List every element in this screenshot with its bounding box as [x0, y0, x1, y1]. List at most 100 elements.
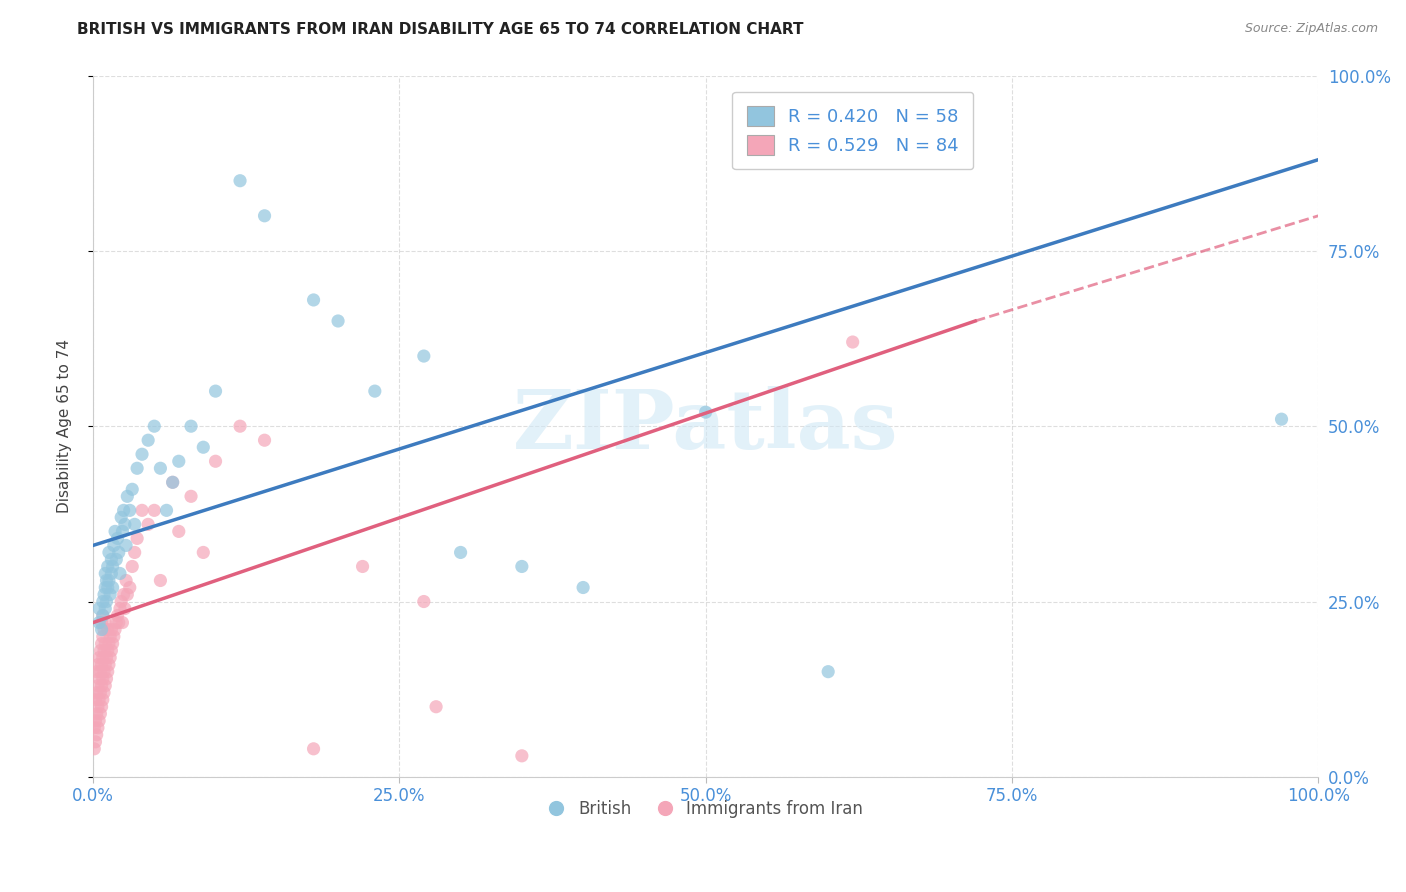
Point: [136, 434, 159, 448]
Point: [115, 574, 138, 588]
Point: [97, 574, 120, 588]
Point: [117, 587, 139, 601]
Point: [87, 679, 110, 693]
Point: [572, 581, 595, 595]
Point: [84, 692, 107, 706]
Point: [110, 510, 132, 524]
Point: [115, 538, 138, 552]
Point: [94, 601, 117, 615]
Point: [114, 601, 136, 615]
Point: [87, 657, 110, 672]
Point: [127, 532, 149, 546]
Point: [253, 434, 276, 448]
Point: [108, 601, 131, 615]
Point: [167, 454, 190, 468]
Point: [97, 559, 120, 574]
Point: [143, 419, 166, 434]
Point: [89, 665, 111, 679]
Point: [101, 559, 124, 574]
Point: [695, 405, 717, 419]
Point: [326, 314, 349, 328]
Point: [103, 630, 125, 644]
Point: [253, 209, 276, 223]
Point: [143, 503, 166, 517]
Point: [149, 574, 172, 588]
Text: BRITISH VS IMMIGRANTS FROM IRAN DISABILITY AGE 65 TO 74 CORRELATION CHART: BRITISH VS IMMIGRANTS FROM IRAN DISABILI…: [77, 22, 804, 37]
Point: [94, 679, 117, 693]
Legend: British, Immigrants from Iran: British, Immigrants from Iran: [541, 793, 870, 824]
Point: [97, 637, 120, 651]
Point: [89, 615, 111, 630]
Point: [98, 630, 121, 644]
Point: [124, 545, 146, 559]
Point: [97, 643, 120, 657]
Point: [112, 503, 135, 517]
Point: [412, 594, 434, 608]
Point: [162, 475, 184, 490]
Point: [229, 419, 252, 434]
Point: [97, 581, 120, 595]
Point: [91, 630, 114, 644]
Point: [90, 637, 112, 651]
Point: [90, 657, 112, 672]
Point: [94, 615, 117, 630]
Point: [89, 714, 111, 728]
Point: [302, 741, 325, 756]
Point: [89, 643, 111, 657]
Point: [204, 384, 226, 398]
Text: ZIPatlas: ZIPatlas: [513, 386, 898, 467]
Point: [105, 552, 128, 566]
Point: [104, 524, 127, 539]
Point: [155, 503, 177, 517]
Point: [364, 384, 387, 398]
Point: [131, 447, 153, 461]
Point: [107, 532, 129, 546]
Point: [96, 650, 118, 665]
Text: Source: ZipAtlas.com: Source: ZipAtlas.com: [1244, 22, 1378, 36]
Point: [111, 524, 134, 539]
Point: [100, 566, 122, 581]
Point: [84, 735, 107, 749]
Point: [107, 615, 129, 630]
Point: [89, 672, 111, 686]
Point: [193, 440, 215, 454]
Point: [193, 545, 215, 559]
Point: [91, 692, 114, 706]
Point: [510, 748, 533, 763]
Point: [89, 650, 111, 665]
Point: [86, 728, 108, 742]
Point: [93, 623, 115, 637]
Point: [121, 559, 143, 574]
Point: [89, 706, 111, 721]
Point: [97, 665, 120, 679]
Point: [100, 643, 122, 657]
Point: [817, 665, 839, 679]
Point: [86, 706, 108, 721]
Point: [96, 594, 118, 608]
Point: [101, 637, 124, 651]
Point: [90, 615, 112, 630]
Point: [98, 587, 121, 601]
Point: [204, 454, 226, 468]
Point: [510, 559, 533, 574]
Point: [91, 608, 114, 623]
Point: [94, 637, 117, 651]
Point: [89, 692, 111, 706]
Point: [91, 650, 114, 665]
Point: [87, 699, 110, 714]
Point: [100, 552, 122, 566]
Point: [114, 517, 136, 532]
Point: [111, 615, 134, 630]
Point: [229, 174, 252, 188]
Point: [84, 714, 107, 728]
Point: [94, 657, 117, 672]
Point: [124, 517, 146, 532]
Point: [841, 334, 863, 349]
Point: [112, 587, 135, 601]
Point: [96, 574, 118, 588]
Point: [121, 483, 143, 497]
Point: [110, 594, 132, 608]
Point: [93, 665, 115, 679]
Point: [108, 566, 131, 581]
Point: [86, 686, 108, 700]
